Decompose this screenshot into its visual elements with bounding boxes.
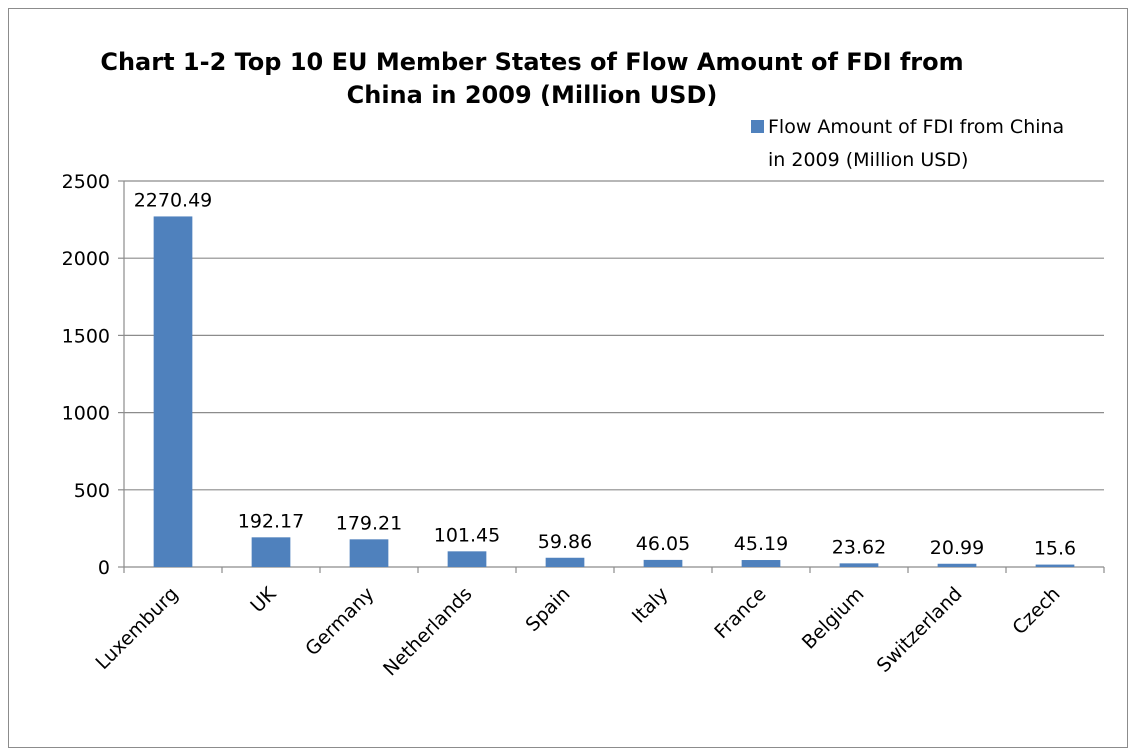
legend: Flow Amount of FDI from China in 2009 (M… bbox=[751, 116, 1064, 171]
y-tick-label: 1500 bbox=[62, 325, 110, 347]
data-label: 2270.49 bbox=[134, 189, 213, 211]
category-label: Germany bbox=[301, 583, 378, 660]
data-label: 192.17 bbox=[238, 510, 304, 532]
category-label: Spain bbox=[521, 583, 574, 636]
bar bbox=[741, 560, 781, 567]
y-tick-label: 2500 bbox=[62, 171, 110, 193]
bar bbox=[839, 563, 879, 567]
category-labels: Luxemburg UK Germany Netherlands Spain Italy F… bbox=[91, 583, 1064, 681]
y-tick-label: 2000 bbox=[62, 248, 110, 270]
chart-title-line-1: Chart 1-2 Top 10 EU Member States of Flo… bbox=[100, 48, 963, 76]
bars bbox=[153, 216, 1075, 567]
data-label: 179.21 bbox=[336, 512, 402, 534]
chart-title-line-2: China in 2009 (Million USD) bbox=[347, 81, 718, 109]
data-label: 23.62 bbox=[832, 536, 886, 558]
bar bbox=[251, 537, 291, 567]
bar bbox=[349, 539, 389, 567]
category-label: Belgium bbox=[798, 583, 869, 654]
legend-label-line-2: in 2009 (Million USD) bbox=[768, 149, 968, 171]
data-label: 59.86 bbox=[538, 531, 592, 553]
category-label: UK bbox=[246, 583, 281, 618]
category-label: France bbox=[710, 583, 770, 643]
category-label: Switzerland bbox=[873, 583, 967, 677]
data-labels: 2270.49 192.17 179.21 101.45 59.86 46.05 45.19… bbox=[134, 189, 1076, 559]
category-label: Italy bbox=[628, 583, 673, 628]
data-label: 45.19 bbox=[734, 533, 788, 555]
data-label: 46.05 bbox=[636, 533, 690, 555]
y-tick-label: 0 bbox=[98, 557, 110, 579]
category-label: Czech bbox=[1008, 583, 1064, 639]
legend-label-line-1: Flow Amount of FDI from China bbox=[768, 116, 1064, 138]
chart-frame: Chart 1-2 Top 10 EU Member States of Flo… bbox=[8, 8, 1128, 748]
data-label: 20.99 bbox=[930, 537, 984, 559]
bar bbox=[937, 563, 977, 567]
data-label: 101.45 bbox=[434, 524, 500, 546]
y-tick-label: 500 bbox=[74, 480, 110, 502]
bar bbox=[643, 559, 683, 567]
data-label: 15.6 bbox=[1034, 538, 1076, 560]
bar-chart: Chart 1-2 Top 10 EU Member States of Flo… bbox=[62, 48, 1105, 681]
category-label: Luxemburg bbox=[91, 583, 182, 674]
category-label: Netherlands bbox=[379, 583, 476, 680]
bar bbox=[153, 216, 193, 567]
bar bbox=[1035, 564, 1075, 567]
bar bbox=[545, 557, 585, 567]
bar bbox=[447, 551, 487, 567]
legend-swatch bbox=[751, 120, 764, 133]
gridlines bbox=[124, 180, 1104, 491]
y-tick-label: 1000 bbox=[62, 403, 110, 425]
y-tick-labels: 0 500 1000 1500 2000 2500 bbox=[62, 171, 110, 579]
